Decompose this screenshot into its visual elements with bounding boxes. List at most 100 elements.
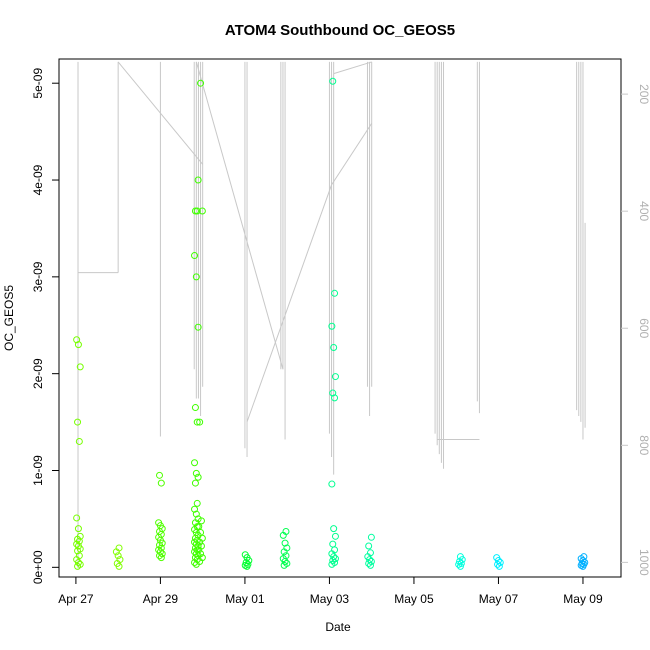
data-point (281, 558, 289, 566)
data-point (456, 558, 464, 566)
data-point (456, 562, 464, 570)
data-point (75, 437, 83, 445)
data-point (74, 547, 82, 555)
data-point (192, 469, 200, 477)
data-point (192, 273, 200, 281)
x-axis-label: Date (325, 620, 351, 634)
data-point (281, 539, 289, 547)
data-point (330, 344, 338, 352)
pressure-connector-line (333, 61, 372, 75)
x-axis: Apr 27 Apr 29 May 01 May 03 May 05 May 07 May … (58, 576, 603, 606)
data-point (365, 559, 373, 567)
y-tick-label: 1e-09 (31, 455, 45, 486)
data-point (242, 558, 250, 566)
x-tick-label: May 03 (310, 592, 350, 606)
data-point (331, 532, 339, 540)
pressure-connector-line (195, 61, 284, 370)
pressure-connector-line (117, 61, 204, 165)
data-point (193, 499, 201, 507)
x-tick-label: May 09 (563, 592, 603, 606)
data-point (194, 473, 202, 481)
data-point (76, 363, 84, 371)
data-point (193, 207, 201, 215)
data-point (365, 542, 373, 550)
data-point (280, 561, 288, 569)
y2-tick-label: 1000 (637, 549, 650, 576)
data-point (328, 560, 336, 568)
data-point (279, 531, 287, 539)
data-point (193, 418, 201, 426)
right-pressure-axis: 200 400 600 800 1000 (621, 84, 650, 576)
x-tick-label: May 07 (479, 592, 519, 606)
data-points (73, 77, 589, 570)
pressure-connector-line (331, 123, 373, 186)
data-point (73, 540, 81, 548)
y2-tick-label: 200 (637, 84, 650, 104)
data-point (196, 418, 204, 426)
x-tick-label: May 01 (225, 592, 265, 606)
x-tick-label: Apr 29 (143, 592, 179, 606)
x-tick-label: Apr 27 (58, 592, 94, 606)
data-point (156, 552, 164, 560)
data-point (157, 479, 165, 487)
y-axis: 0e+00 1e-09 2e-09 3e-09 4e-09 5e-09 (31, 68, 59, 584)
data-point (495, 562, 503, 570)
y2-tick-label: 400 (637, 201, 650, 221)
x-tick-label: May 05 (394, 592, 434, 606)
data-point (74, 562, 82, 570)
data-point (194, 323, 202, 331)
data-point (73, 514, 81, 522)
data-point (367, 533, 375, 541)
pressure-profiles (77, 61, 586, 569)
data-point (366, 561, 374, 569)
data-point (192, 510, 200, 518)
data-point (191, 554, 199, 562)
data-point (156, 471, 164, 479)
pressure-connector-line (246, 184, 333, 423)
data-point (191, 558, 199, 566)
y-axis-label: OC_GEOS5 (2, 285, 16, 351)
y-tick-label: 3e-09 (31, 261, 45, 292)
data-point (196, 558, 204, 566)
data-point (243, 562, 251, 570)
data-point (73, 336, 81, 344)
data-point (331, 373, 339, 381)
data-point (329, 540, 337, 548)
data-point (74, 341, 82, 349)
data-point (330, 525, 338, 533)
data-point (331, 394, 339, 402)
data-point (328, 480, 336, 488)
data-point (329, 557, 337, 565)
data-point (191, 404, 199, 412)
y2-tick-label: 800 (637, 435, 650, 455)
data-point (280, 548, 288, 556)
data-point (194, 176, 202, 184)
data-point (494, 560, 502, 568)
y-tick-label: 2e-09 (31, 358, 45, 389)
data-point (74, 418, 82, 426)
data-point (197, 517, 205, 525)
data-point (198, 207, 206, 215)
data-point (191, 252, 199, 260)
y-tick-label: 0e+00 (31, 550, 45, 584)
data-point (74, 558, 82, 566)
data-point (577, 555, 585, 563)
data-point (328, 322, 336, 330)
y2-tick-label: 600 (637, 318, 650, 338)
y-tick-label: 4e-09 (31, 164, 45, 195)
data-point (74, 525, 82, 533)
data-point (191, 479, 199, 487)
data-point (329, 77, 337, 85)
data-point (191, 459, 199, 467)
data-point (196, 538, 204, 546)
data-point (114, 552, 122, 560)
data-point (195, 546, 203, 554)
y-tick-label: 5e-09 (31, 68, 45, 99)
plot-frame (58, 58, 622, 578)
data-point (197, 550, 205, 558)
data-point (191, 505, 199, 513)
data-point (455, 560, 463, 568)
data-point (112, 548, 120, 556)
data-point (331, 289, 339, 297)
